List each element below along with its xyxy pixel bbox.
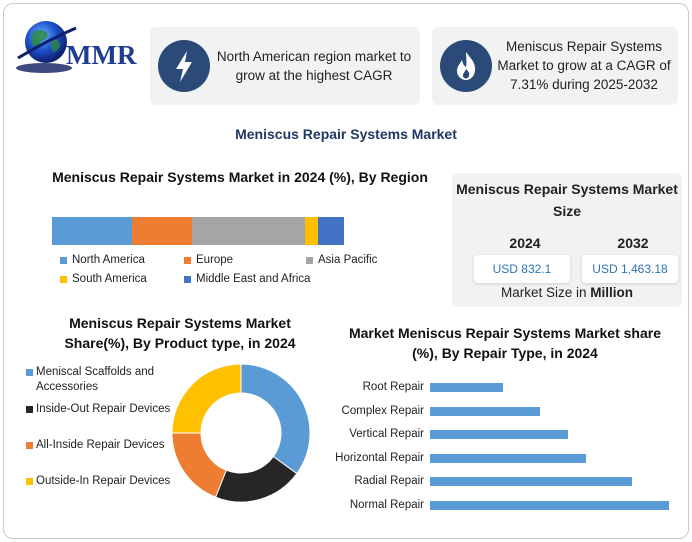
repair-bar-horizontal-repair	[430, 453, 587, 463]
repair-tick-label: Normal Repair	[349, 499, 424, 511]
repair-bar-radial-repair	[430, 477, 633, 487]
repair-bar-root-repair	[430, 383, 504, 392]
legend-swatch	[60, 256, 67, 264]
legend-label: Outside-In Repair Devices	[36, 475, 171, 487]
region-segment-europe	[132, 217, 193, 245]
legend-label: Meniscal Scaffolds and Accessories	[36, 366, 155, 393]
legend-swatch	[60, 275, 67, 283]
legend-swatch	[184, 275, 191, 283]
region-legend-item: Middle East and Africa	[184, 273, 310, 285]
legend-swatch	[184, 256, 191, 264]
legend-label: Inside-Out Repair Devices	[36, 403, 171, 415]
repair-bar-complex-repair	[430, 406, 541, 416]
repair-bar-vertical-repair	[430, 430, 568, 440]
product-legend-item: Outside-In Repair Devices	[26, 474, 176, 489]
repair-tick-label: Complex Repair	[341, 404, 424, 417]
value-2032: USD 1,463.18	[582, 255, 678, 283]
flame-icon	[440, 40, 492, 92]
region-legend-item: North America	[60, 254, 145, 266]
region-legend-item: South America	[60, 273, 147, 285]
value-2024: USD 832.1	[474, 255, 570, 283]
region-legend-item: Asia Pacific	[306, 254, 377, 266]
product-chart-title: Meniscus Repair Systems Market Share(%),…	[64, 315, 296, 351]
repair-bar-chart: Root Repair Complex Repair Vertical Repair…	[330, 378, 680, 518]
lightning-icon	[158, 40, 210, 92]
highlight-card-region: North American region market to grow at …	[150, 27, 420, 105]
region-segment-middle-east-and-africa	[317, 217, 344, 245]
repair-chart-title: Market Meniscus Repair Systems Market sh…	[348, 325, 662, 361]
product-donut-chart	[171, 363, 311, 503]
region-legend-item: Europe	[184, 254, 233, 266]
market-size-footer-unit: Million	[590, 285, 634, 300]
repair-bar-normal-repair	[430, 501, 669, 510]
globe-icon	[16, 21, 77, 73]
region-segment-asia-pacific	[192, 217, 305, 245]
legend-swatch	[306, 256, 313, 264]
card-cagr-text: Meniscus Repair Systems Market to grow a…	[497, 39, 671, 92]
page-title: Meniscus Repair Systems Market	[235, 126, 457, 142]
product-legend-item: Meniscal Scaffolds and Accessories	[26, 365, 176, 395]
product-legend-item: Inside-Out Repair Devices	[26, 402, 176, 417]
card-region-text: North American region market to grow at …	[216, 49, 412, 83]
region-chart-title: Meniscus Repair Systems Market in 2024 (…	[52, 169, 428, 185]
legend-label: Europe	[196, 254, 234, 266]
legend-label: Middle East and Africa	[196, 273, 311, 285]
donut-slice-1	[240, 363, 311, 475]
legend-label: North America	[72, 254, 145, 266]
year-2024-label: 2024	[509, 235, 541, 251]
market-size-title: Meniscus Repair Systems Market Size	[456, 181, 678, 219]
donut-slice-4	[171, 363, 242, 434]
repair-tick-label: Vertical Repair	[349, 428, 424, 441]
repair-tick-label: Radial Repair	[354, 475, 424, 488]
market-size-panel: Meniscus Repair Systems Market Size 2024…	[452, 173, 682, 307]
legend-swatch	[26, 369, 33, 376]
mmr-logo: MMR	[14, 16, 140, 80]
highlight-card-cagr: Meniscus Repair Systems Market to grow a…	[432, 27, 678, 105]
legend-label: All-Inside Repair Devices	[36, 439, 165, 451]
repair-tick-label: Horizontal Repair	[335, 451, 424, 464]
region-segment-north-america	[52, 217, 133, 245]
legend-swatch	[26, 478, 33, 485]
repair-tick-label: Root Repair	[362, 381, 424, 393]
market-size-footer: Market Size in Million	[452, 285, 682, 300]
logo-text: MMR	[66, 40, 137, 70]
legend-label: Asia Pacific	[318, 254, 378, 266]
year-2032-label: 2032	[617, 235, 649, 251]
product-legend-item: All-Inside Repair Devices	[26, 438, 176, 453]
market-size-footer-prefix: Market Size in	[500, 285, 591, 300]
region-segment-south-america	[304, 217, 318, 245]
region-stacked-bar	[52, 217, 344, 245]
legend-label: South America	[72, 273, 147, 285]
legend-swatch	[26, 406, 33, 413]
donut-slice-3	[171, 432, 227, 498]
legend-swatch	[26, 442, 33, 449]
